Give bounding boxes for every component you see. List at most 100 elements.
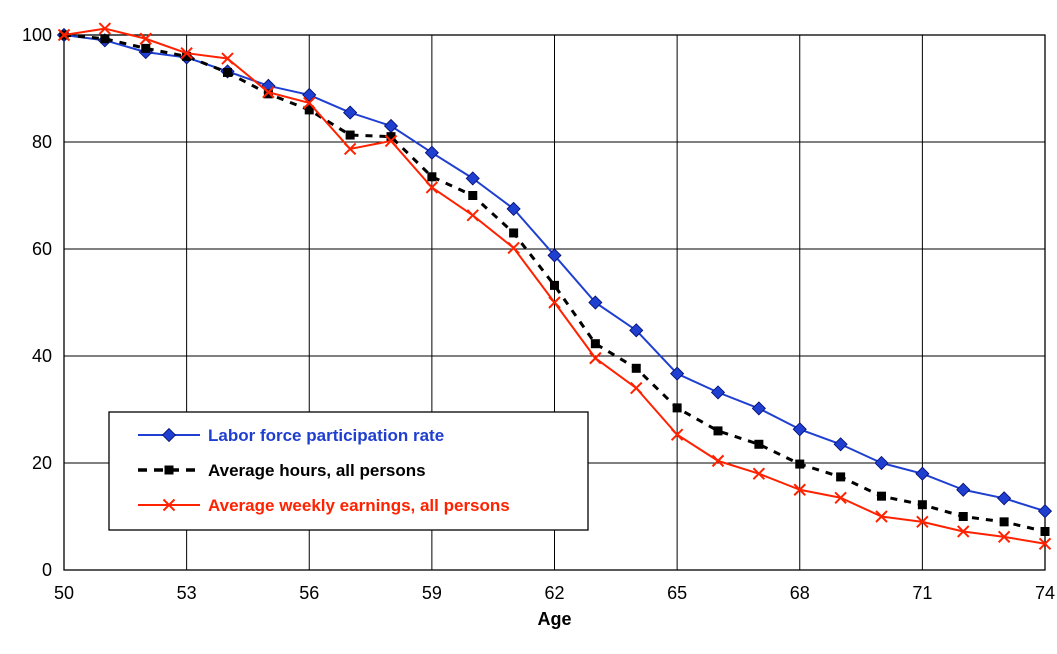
data-point xyxy=(916,515,929,529)
data-point xyxy=(875,510,888,523)
data-point xyxy=(915,466,930,481)
data-point xyxy=(1040,526,1050,536)
data-point xyxy=(550,280,559,290)
series-layer xyxy=(56,22,1053,550)
data-point xyxy=(466,209,479,222)
data-point xyxy=(1038,537,1052,550)
x-tick-label: 65 xyxy=(667,583,687,603)
data-point xyxy=(834,491,847,504)
legend-entry-3: Average weekly earnings, all persons xyxy=(138,496,510,515)
data-point xyxy=(180,46,193,60)
data-point xyxy=(631,363,641,373)
y-tick-label: 0 xyxy=(42,560,52,580)
legend-entry-2: Average hours, all persons xyxy=(138,461,426,480)
data-point xyxy=(710,385,726,400)
data-point xyxy=(836,472,846,482)
legend-marker xyxy=(162,498,176,512)
y-tick-label: 60 xyxy=(32,239,52,259)
data-point xyxy=(468,191,478,200)
series-2 xyxy=(59,30,1050,536)
data-point xyxy=(424,145,439,160)
data-point xyxy=(262,86,275,99)
data-point xyxy=(139,32,152,45)
data-point xyxy=(589,351,602,365)
legend-entry-1: Labor force participation rate xyxy=(138,426,444,445)
legend-label: Average hours, all persons xyxy=(208,461,426,480)
x-axis-tick-labels: 50 53 56 59 62 65 68 71 74 xyxy=(54,583,1055,603)
legend-marker xyxy=(161,427,177,443)
series-3 xyxy=(57,22,1052,550)
data-point xyxy=(917,500,927,510)
y-axis-tick-labels: 0 20 40 60 80 100 xyxy=(22,25,52,580)
data-point xyxy=(547,248,562,263)
data-point xyxy=(630,381,643,395)
x-tick-label: 74 xyxy=(1035,583,1055,603)
data-point xyxy=(590,339,600,349)
data-point xyxy=(958,512,968,521)
data-point xyxy=(304,105,314,115)
data-point xyxy=(999,517,1009,527)
data-point xyxy=(629,323,644,338)
data-point xyxy=(874,455,889,471)
data-point xyxy=(345,130,355,140)
data-point xyxy=(670,366,685,381)
data-point xyxy=(303,96,316,110)
x-tick-label: 56 xyxy=(299,583,319,603)
x-axis-title: Age xyxy=(537,609,571,629)
data-point xyxy=(793,483,806,496)
data-point xyxy=(182,51,192,61)
data-point xyxy=(223,67,232,77)
data-point xyxy=(427,172,437,182)
data-point xyxy=(302,87,317,102)
legend: Labor force participation rate Average ho… xyxy=(108,411,589,531)
y-tick-label: 100 xyxy=(22,25,52,45)
data-point xyxy=(221,52,234,65)
data-point xyxy=(713,426,723,436)
data-point xyxy=(100,34,110,44)
x-tick-label: 59 xyxy=(422,583,442,603)
data-point xyxy=(751,401,766,416)
plot-border xyxy=(63,34,1046,571)
data-point xyxy=(98,22,112,35)
x-tick-label: 71 xyxy=(912,583,932,603)
data-point xyxy=(425,181,439,194)
data-point xyxy=(833,437,848,452)
data-point xyxy=(711,454,725,468)
legend-label: Average weekly earnings, all persons xyxy=(208,496,510,515)
y-tick-label: 40 xyxy=(32,346,52,366)
data-point xyxy=(263,89,273,99)
data-point xyxy=(141,43,151,53)
data-point xyxy=(672,403,682,413)
data-point xyxy=(957,525,970,538)
data-point xyxy=(997,530,1011,544)
data-point xyxy=(588,295,603,310)
data-point xyxy=(795,459,805,469)
data-point xyxy=(509,228,519,238)
data-point xyxy=(548,296,561,309)
data-point xyxy=(507,241,520,255)
data-point xyxy=(465,171,480,186)
data-point xyxy=(386,132,396,142)
legend-marker xyxy=(164,465,174,475)
x-tick-label: 62 xyxy=(544,583,564,603)
data-point xyxy=(343,142,357,156)
data-point xyxy=(997,491,1012,506)
data-point xyxy=(57,28,71,42)
data-point xyxy=(1037,504,1053,519)
data-point xyxy=(752,467,766,480)
data-point xyxy=(792,422,807,437)
legend-label: Labor force participation rate xyxy=(208,426,444,445)
y-tick-label: 80 xyxy=(32,132,52,152)
data-point xyxy=(343,105,358,120)
data-point xyxy=(877,491,886,501)
data-point xyxy=(384,134,398,148)
data-point xyxy=(506,201,521,216)
data-point xyxy=(754,439,764,449)
data-point xyxy=(956,482,971,497)
x-tick-label: 53 xyxy=(177,583,197,603)
x-tick-label: 50 xyxy=(54,583,74,603)
data-point xyxy=(670,428,684,441)
x-tick-label: 68 xyxy=(790,583,810,603)
y-tick-label: 20 xyxy=(32,453,52,473)
